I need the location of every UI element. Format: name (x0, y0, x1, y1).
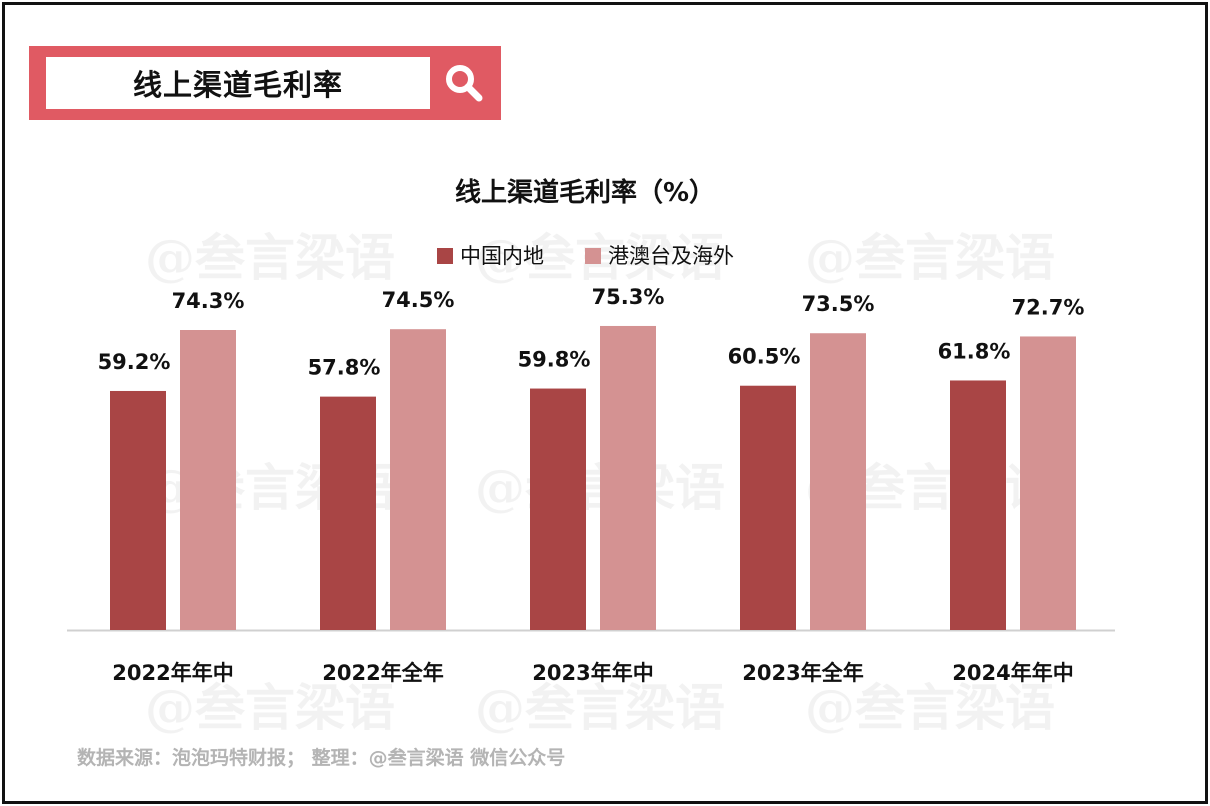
value-label-1-3: 59.8% (518, 348, 591, 372)
watermark-text: @叁言梁语 (475, 678, 725, 737)
chart-title: 线上渠道毛利率（%） (455, 177, 715, 208)
bar-1-5 (950, 380, 1006, 630)
bar-2-4 (810, 333, 866, 630)
bar-2-2 (390, 329, 446, 630)
value-label-2-1: 74.3% (172, 289, 245, 313)
bar-1-2 (320, 396, 376, 630)
value-label-1-1: 59.2% (98, 350, 171, 374)
value-labels: 59.2% 74.3% 57.8% 74.5% 59.8% 75.3% 60.5% 73.5%… (98, 285, 1085, 380)
watermark-text: @叁言梁语 (145, 228, 395, 287)
title-field: 线上渠道毛利率 (46, 57, 430, 109)
bar-1-4 (740, 385, 796, 630)
category-label-5: 2024年年中 (952, 661, 1073, 685)
value-label-2-4: 73.5% (802, 292, 875, 316)
title-banner: 线上渠道毛利率 (29, 46, 501, 120)
bar-2-5 (1020, 336, 1076, 630)
legend-label-2: 港澳台及海外 (608, 244, 734, 268)
search-icon (446, 65, 483, 102)
value-label-1-5: 61.8% (938, 339, 1011, 363)
category-label-2: 2022年全年 (322, 661, 443, 685)
bar-2-1 (180, 330, 236, 630)
legend-label-1: 中国内地 (460, 244, 544, 268)
category-label-1: 2022年年中 (112, 661, 233, 685)
watermark-text: @叁言梁语 (805, 228, 1055, 287)
source-note: 数据来源：泡泡玛特财报； 整理：@叁言梁语 微信公众号 (77, 747, 566, 769)
value-label-2-5: 72.7% (1012, 295, 1085, 319)
legend-swatch-2 (585, 248, 601, 264)
value-label-2-2: 74.5% (382, 288, 455, 312)
value-label-2-3: 75.3% (592, 285, 665, 309)
value-label-1-2: 57.8% (308, 356, 381, 380)
bar-1-3 (530, 388, 586, 630)
legend-swatch-1 (437, 248, 453, 264)
category-label-3: 2023年年中 (532, 661, 653, 685)
value-label-1-4: 60.5% (728, 345, 801, 369)
watermark-text: @叁言梁语 (805, 678, 1055, 737)
bar-2-3 (600, 325, 656, 630)
page-title: 线上渠道毛利率 (132, 68, 343, 102)
category-label-4: 2023年全年 (742, 661, 863, 685)
bars (110, 325, 1076, 630)
bar-chart: @叁言梁语@叁言梁语@叁言梁语@叁言梁语@叁言梁语@叁言梁语@叁言梁语@叁言梁语… (67, 177, 1115, 737)
bar-1-1 (110, 390, 166, 630)
watermark-text: @叁言梁语 (145, 678, 395, 737)
legend: 中国内地 港澳台及海外 (437, 244, 734, 268)
category-labels: 2022年年中 2022年全年 2023年年中 2023年全年 2024年年中 (112, 661, 1073, 685)
